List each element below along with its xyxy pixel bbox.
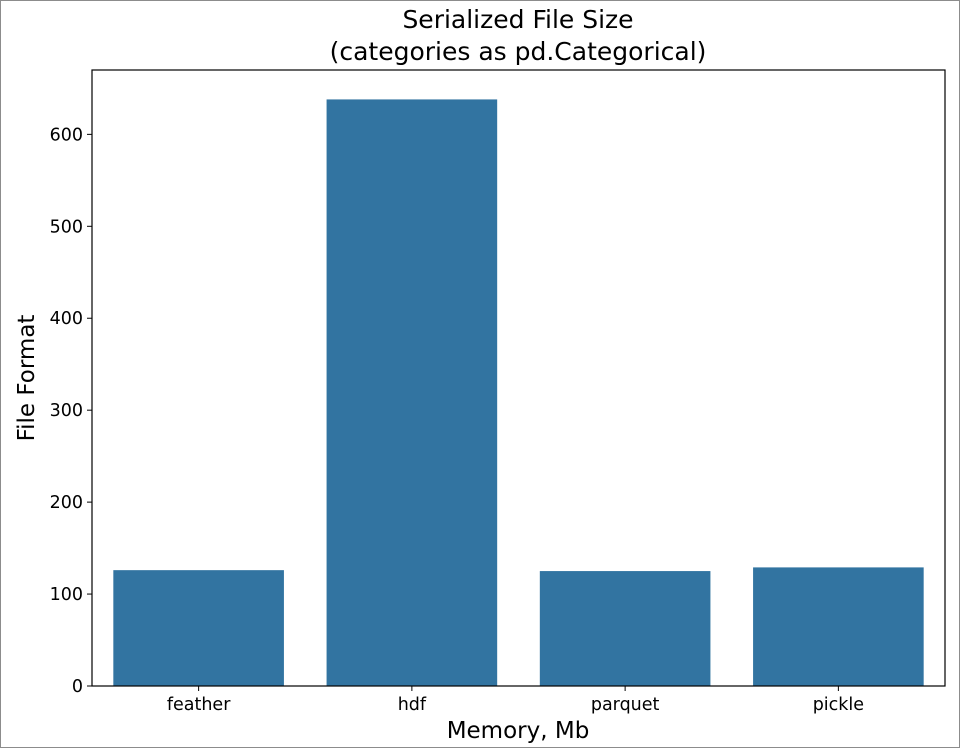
x-tick-label-hdf: hdf	[398, 695, 427, 715]
y-axis-ticks: 0 100 200 300 400 500 600	[50, 125, 92, 697]
bar-feather	[113, 570, 284, 686]
x-axis-label: Memory, Mb	[447, 718, 590, 744]
y-tick-label-200: 200	[50, 493, 83, 513]
y-tick-label-400: 400	[50, 309, 83, 329]
y-tick-label-0: 0	[72, 677, 83, 697]
chart-title-line-2: (categories as pd.Categorical)	[330, 37, 707, 66]
x-tick-label-pickle: pickle	[813, 695, 864, 715]
x-tick-label-feather: feather	[167, 695, 231, 715]
bar-pickle	[753, 567, 924, 686]
y-tick-label-100: 100	[50, 585, 83, 605]
y-tick-label-300: 300	[50, 401, 83, 421]
plot-area-border	[91, 69, 946, 687]
chart-title-line-1: Serialized File Size	[402, 5, 633, 34]
y-tick-label-500: 500	[50, 217, 83, 237]
bar-hdf	[326, 99, 498, 686]
bar-series	[113, 99, 924, 686]
bar-parquet	[539, 571, 711, 686]
x-tick-label-parquet: parquet	[591, 695, 660, 715]
y-axis-label: File Format	[14, 315, 40, 442]
y-tick-label-600: 600	[50, 125, 83, 145]
x-axis-ticks: feather hdf parquet pickle	[167, 686, 864, 715]
